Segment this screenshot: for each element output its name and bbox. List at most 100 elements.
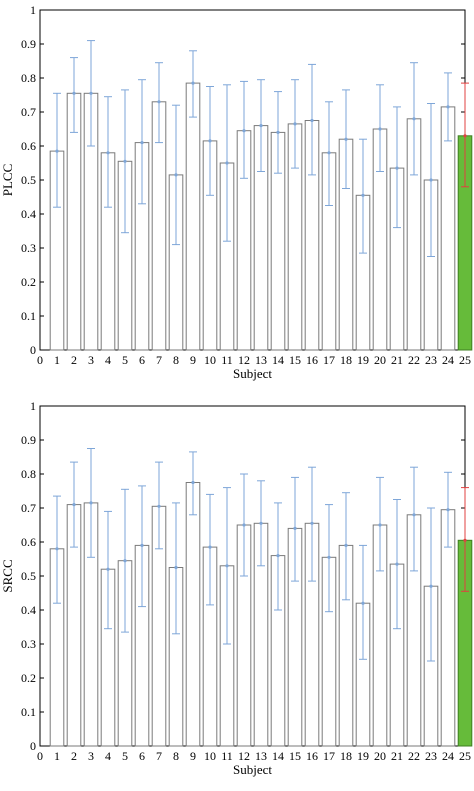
- plcc-xtick-label: 7: [156, 353, 162, 367]
- srcc-xtick-label: 20: [374, 749, 386, 763]
- plcc-mean-marker-11: [225, 161, 229, 165]
- srcc-xtick-label: 9: [190, 749, 196, 763]
- srcc-mean-marker-13: [259, 521, 263, 525]
- plcc-xtick-label: 0: [37, 353, 43, 367]
- plcc-xtick-label: 21: [391, 353, 403, 367]
- srcc-mean-marker-21: [395, 562, 399, 566]
- srcc-mean-marker-8: [174, 565, 178, 570]
- plcc-xtick-label: 8: [173, 353, 179, 367]
- plcc-bar-9: [185, 82, 201, 351]
- srcc-ytick-label: 0.5: [21, 569, 36, 583]
- srcc-mean-marker-22: [412, 513, 416, 517]
- plcc-mean-marker-23: [429, 178, 433, 182]
- plcc-ytick-label: 1: [30, 3, 36, 17]
- plcc-xtick-label: 25: [459, 353, 471, 367]
- plcc-xtick-label: 16: [306, 353, 318, 367]
- srcc-ytick-label: 0.4: [21, 603, 36, 617]
- plcc-xtick-label: 11: [221, 353, 233, 367]
- srcc-mean-marker-19: [361, 601, 365, 605]
- srcc-xtick-label: 24: [442, 749, 454, 763]
- srcc-xtick-label: 7: [156, 749, 162, 763]
- srcc-mean-marker-1: [55, 547, 59, 551]
- srcc-ytick-label: 1: [30, 399, 36, 413]
- srcc-ytick-label: 0.7: [21, 501, 36, 515]
- srcc-xtick-label: 0: [37, 749, 43, 763]
- plcc-chart: 00.10.20.30.40.50.60.70.80.910 1 2 3 4 5 6 7 8 9 1…: [0, 3, 473, 381]
- plcc-ytick-label: 0.9: [21, 37, 36, 51]
- srcc-xtick-label: 10: [204, 749, 216, 763]
- plcc-xtick-label: 24: [442, 353, 454, 367]
- srcc-ytick-label: 0.9: [21, 433, 36, 447]
- srcc-xtick-label: 1: [54, 749, 60, 763]
- plcc-ytick-label: 0.6: [21, 139, 36, 153]
- plcc-ytick-label: 0.8: [21, 71, 36, 85]
- plcc-mean-marker-3: [89, 91, 93, 95]
- srcc-mean-marker-18: [344, 543, 348, 547]
- srcc-mean-marker-2: [72, 503, 76, 507]
- plcc-mean-marker-13: [259, 124, 263, 128]
- plcc-mean-marker-4: [106, 151, 110, 155]
- srcc-mean-marker-17: [327, 555, 331, 559]
- srcc-xtick-label: 15: [289, 749, 301, 763]
- srcc-ytick-label: 0.3: [21, 637, 36, 651]
- plcc-bar-24: [440, 106, 456, 351]
- plcc-mean-marker-24: [446, 105, 450, 109]
- srcc-xtick-label: 6: [139, 749, 145, 763]
- plcc-ytick-label: 0: [30, 343, 36, 357]
- srcc-ytick-label: 0.6: [21, 535, 36, 549]
- plcc-xtick-label: 2: [71, 353, 77, 367]
- srcc-xtick-label: 23: [425, 749, 437, 763]
- srcc-mean-marker-14: [276, 554, 280, 558]
- plcc-xtick-label: 20: [374, 353, 386, 367]
- srcc-mean-marker-25: [463, 538, 467, 542]
- plcc-xtick-label: 5: [122, 353, 128, 367]
- plcc-mean-marker-9: [191, 81, 195, 85]
- plcc-mean-marker-20: [378, 127, 382, 131]
- srcc-xtick-label: 12: [238, 749, 250, 763]
- plcc-xtick-label: 12: [238, 353, 250, 367]
- plcc-mean-marker-19: [361, 193, 365, 197]
- srcc-mean-marker-15: [293, 526, 297, 530]
- plcc-mean-marker-21: [395, 166, 399, 170]
- plcc-mean-marker-10: [208, 139, 212, 143]
- srcc-mean-marker-12: [242, 523, 246, 527]
- srcc-xtick-label: 16: [306, 749, 318, 763]
- srcc-mean-marker-11: [225, 564, 229, 568]
- plcc-ytick-label: 0.7: [21, 105, 36, 119]
- srcc-xtick-label: 25: [459, 749, 471, 763]
- srcc-xtick-label: 11: [221, 749, 233, 763]
- plcc-mean-marker-8: [174, 173, 178, 177]
- plcc-mean-marker-22: [412, 117, 416, 121]
- plcc-xtick-label: 9: [190, 353, 196, 367]
- srcc-xtick-label: 17: [323, 749, 335, 763]
- plcc-xtick-label: 18: [340, 353, 352, 367]
- srcc-xaxis-title: Subject: [233, 762, 272, 777]
- plcc-ytick-label: 0.3: [21, 241, 36, 255]
- plcc-mean-marker-5: [123, 159, 127, 163]
- srcc-chart: 00.10.20.30.40.50.60.70.80.910 1 2 3 4 5 6 7 8 9 1…: [0, 399, 473, 777]
- plcc-xtick-label: 1: [54, 353, 60, 367]
- srcc-mean-marker-7: [157, 504, 161, 508]
- srcc-xtick-label: 22: [408, 749, 420, 763]
- plcc-mean-marker-15: [293, 122, 297, 126]
- plcc-mean-marker-2: [72, 91, 76, 95]
- srcc-ytick-label: 0: [30, 739, 36, 753]
- plcc-ytick-label: 0.1: [21, 309, 36, 323]
- srcc-xtick-label: 13: [255, 749, 267, 763]
- plcc-xtick-label: 23: [425, 353, 437, 367]
- plcc-xtick-label: 6: [139, 353, 145, 367]
- plcc-xtick-label: 3: [88, 353, 94, 367]
- plcc-xtick-label: 22: [408, 353, 420, 367]
- plcc-mean-marker-16: [310, 118, 314, 123]
- srcc-xtick-label: 4: [105, 749, 111, 763]
- srcc-mean-marker-10: [208, 545, 212, 549]
- srcc-xtick-label: 5: [122, 749, 128, 763]
- plcc-xtick-label: 17: [323, 353, 335, 367]
- srcc-xtick-label: 3: [88, 749, 94, 763]
- srcc-mean-marker-5: [123, 559, 127, 563]
- plcc-mean-marker-25: [463, 134, 467, 138]
- srcc-mean-marker-20: [378, 523, 382, 527]
- plcc-mean-marker-1: [55, 149, 59, 153]
- srcc-xtick-label: 2: [71, 749, 77, 763]
- plcc-mean-marker-18: [344, 137, 348, 141]
